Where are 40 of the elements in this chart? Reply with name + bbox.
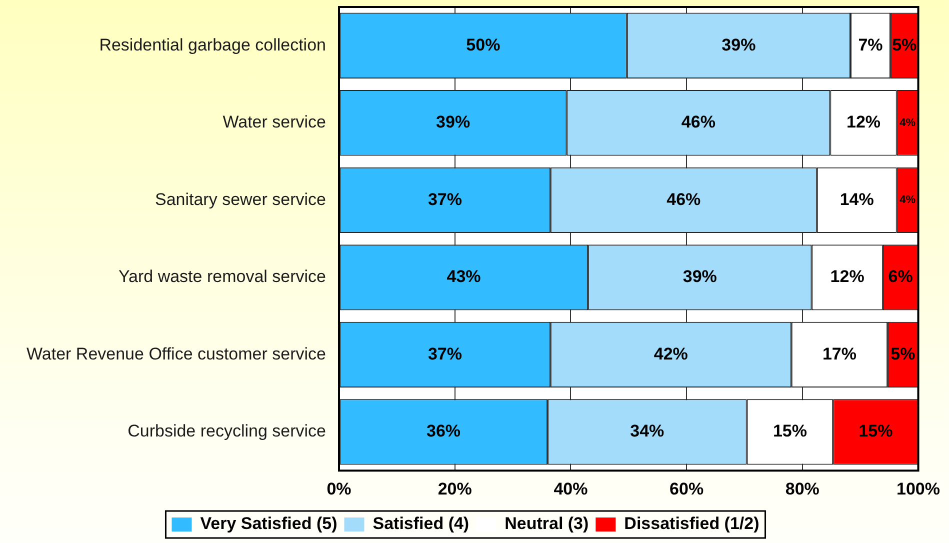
x-tick-label: 100%	[896, 479, 940, 498]
x-tick-label: 60%	[670, 479, 704, 498]
data-label: 7%	[858, 35, 883, 54]
data-label: 14%	[840, 190, 874, 209]
data-label: 12%	[830, 267, 864, 286]
data-label: 4%	[900, 194, 916, 206]
data-label: 15%	[772, 422, 807, 441]
data-label: 6%	[888, 267, 913, 286]
data-label: 37%	[428, 344, 462, 364]
data-label: 4%	[900, 116, 916, 129]
data-label: 42%	[654, 344, 688, 364]
legend-label: Satisfied (4)	[372, 514, 470, 534]
data-label: 39%	[722, 35, 756, 54]
data-label: 17%	[822, 344, 856, 364]
y-tick-label: Curbside recycling service	[128, 422, 326, 441]
y-tick-label: Water service	[222, 112, 326, 132]
data-label: 12%	[846, 112, 881, 132]
data-label: 5%	[892, 35, 917, 54]
y-tick-label: Sanitary sewer service	[154, 190, 326, 209]
legend-label: Dissatisfied (1/2)	[624, 514, 760, 534]
data-label: 43%	[446, 267, 481, 286]
x-tick-label: 0%	[326, 479, 352, 498]
data-label: 34%	[630, 422, 664, 441]
y-tick-label: Water Revenue Office customer service	[26, 344, 326, 364]
data-label: 39%	[436, 112, 470, 132]
data-label: 36%	[426, 422, 461, 441]
x-tick-label: 40%	[554, 479, 588, 498]
data-label: 39%	[682, 267, 717, 286]
y-tick-label: Residential garbage collection	[99, 35, 326, 54]
data-label: 46%	[681, 112, 716, 132]
x-tick-label: 20%	[438, 479, 472, 498]
y-tick-label: Yard waste removal service	[118, 267, 326, 286]
data-label: 50%	[466, 35, 500, 54]
x-tick-label: 80%	[785, 479, 820, 498]
data-label: 37%	[428, 190, 462, 209]
legend-label: Neutral (3)	[504, 514, 589, 534]
data-label: 5%	[890, 344, 916, 364]
legend-label: Very Satisfied (5)	[200, 514, 338, 534]
data-label: 15%	[858, 422, 893, 441]
data-label: 46%	[666, 190, 701, 209]
